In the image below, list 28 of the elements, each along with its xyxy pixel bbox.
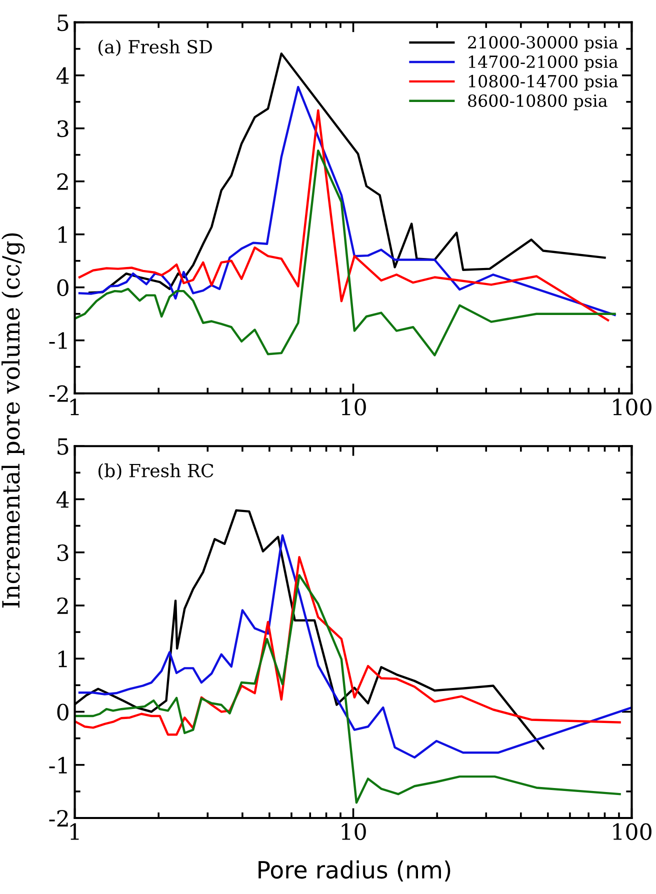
y-tick-label: 4 — [56, 491, 69, 508]
legend-label: 10800-14700 psia — [468, 74, 618, 91]
y-tick-label: 0 — [57, 279, 68, 296]
x-tick-label: 10 — [342, 398, 366, 416]
y-tick-label: 2 — [57, 173, 68, 190]
legend-label: 8600-10800 psia — [468, 94, 608, 110]
y-tick-label: -1 — [49, 756, 67, 774]
x-axis-title: Pore radius (nm) — [258, 860, 450, 882]
x-tick-label: 10 — [342, 823, 366, 840]
x-tick-label: 100 — [613, 398, 652, 416]
y-tick-label: 0 — [57, 704, 68, 721]
y-tick-label: 1 — [58, 226, 67, 243]
y-tick-label: 1 — [58, 650, 67, 668]
annotation: (b) Fresh RC — [98, 463, 214, 480]
legend-label: 21000-30000 psia — [468, 36, 618, 52]
annotation: (a) Fresh SD — [98, 40, 212, 56]
y-tick-label: 4 — [56, 67, 69, 84]
x-tick-label: 100 — [613, 823, 652, 840]
legend-label: 14700-21000 psia — [468, 55, 618, 72]
y-tick-label: 3 — [57, 544, 68, 562]
y-tick-label: 5 — [58, 438, 68, 455]
y-tick-label: -2 — [49, 810, 68, 826]
y-axis-title: Incremental pore volume (cc/g) — [2, 233, 25, 608]
y-tick-label: 3 — [57, 120, 68, 138]
y-tick-label: -2 — [49, 385, 68, 402]
y-tick-label: 5 — [58, 14, 68, 32]
y-tick-label: -1 — [49, 332, 67, 349]
y-tick-label: 2 — [57, 597, 68, 614]
